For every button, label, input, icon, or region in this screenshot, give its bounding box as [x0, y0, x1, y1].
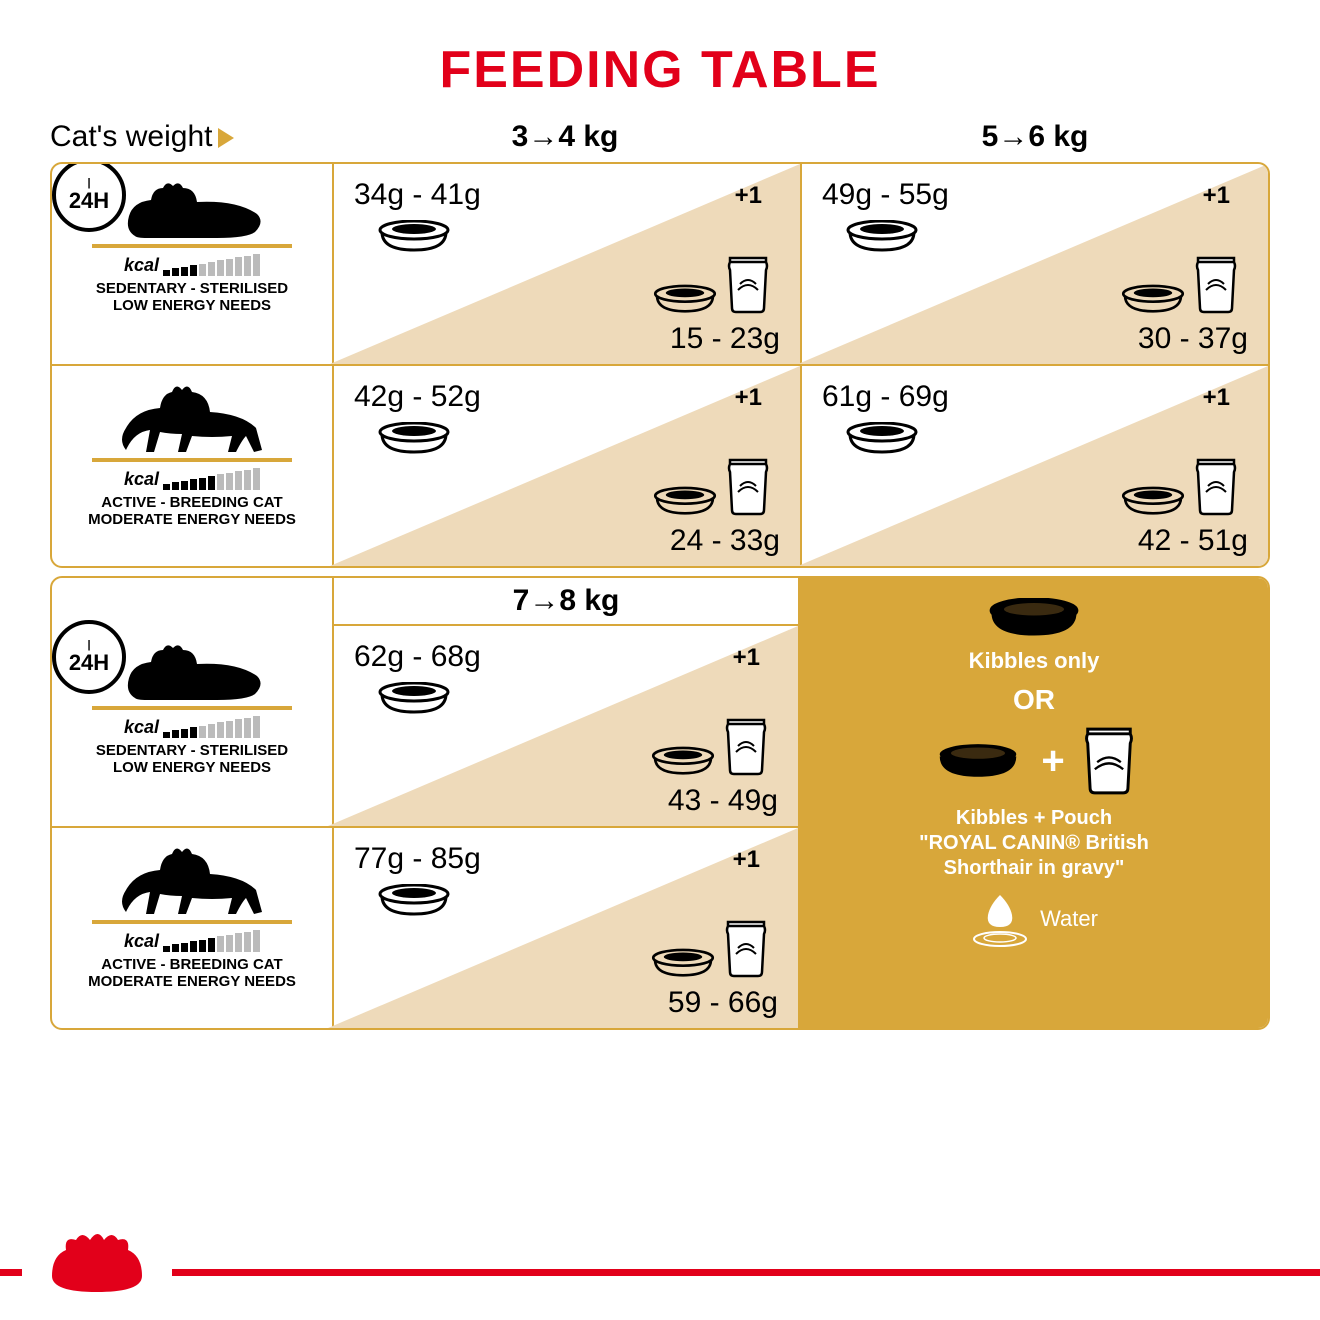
dry-amount: 62g - 68g [354, 640, 481, 674]
mix-amount: 43 - 49g [668, 784, 778, 818]
badge-24h-icon: |24H [52, 620, 126, 694]
energy-bars-icon [163, 716, 260, 738]
energy-caption-2: MODERATE ENERGY NEEDS [88, 973, 296, 990]
energy-bars-icon [163, 468, 260, 490]
cell-r2c1: 42g - 52g +1 24 - 33g [332, 366, 800, 566]
bowl-icon [842, 220, 922, 252]
section-bottom: 7→8 kg |24H kcal SEDENTARY - STERILISED [50, 576, 1270, 1030]
plus-one-label: +1 [733, 846, 760, 874]
plus-one-label: +1 [735, 384, 762, 412]
cat-walking-icon [92, 842, 292, 924]
energy-bars-icon [163, 930, 260, 952]
rowhead-sedentary: |24H kcal SEDENTARY - STERILISED LOW ENE… [52, 626, 332, 826]
bowl-pouch-icon [650, 256, 770, 314]
header-weight-label: Cat's weight [50, 120, 330, 154]
row-sedentary-1: |24H kcal SEDENTARY - STERILISED LOW ENE… [52, 164, 1268, 366]
cell-r4c1: 77g - 85g +1 59 - 66g [332, 828, 798, 1028]
row-active-1: kcal ACTIVE - BREEDING CAT MODERATE ENER… [52, 366, 1268, 566]
energy-caption-2: MODERATE ENERGY NEEDS [88, 511, 296, 528]
legend-panel: Kibbles only OR + Kibbles + Pouch"ROYAL … [798, 578, 1268, 1028]
header-col-1: 3→4 kg [330, 120, 800, 154]
cell-r3c1: 62g - 68g +1 43 - 49g [332, 626, 798, 826]
energy-caption-1: SEDENTARY - STERILISED [96, 742, 288, 759]
bowl-icon [374, 422, 454, 454]
dry-amount: 61g - 69g [822, 380, 949, 414]
bowl-pouch-icon [650, 458, 770, 516]
header-col-3: 7→8 kg [332, 578, 798, 626]
header-col-2: 5→6 kg [800, 120, 1270, 154]
legend-water: Water [970, 891, 1098, 947]
footer [0, 1200, 1320, 1320]
header-row: Cat's weight 3→4 kg 5→6 kg [50, 120, 1270, 154]
cell-r2c2: 61g - 69g +1 42 - 51g [800, 366, 1268, 566]
energy-caption-2: LOW ENERGY NEEDS [113, 297, 271, 314]
bowl-icon [374, 682, 454, 714]
legend-combo-label: Kibbles + Pouch"ROYAL CANIN® BritishShor… [919, 806, 1149, 881]
legend-kibbles-label: Kibbles only [969, 648, 1100, 674]
plus-one-label: +1 [1203, 182, 1230, 210]
mix-amount: 15 - 23g [670, 322, 780, 356]
footer-redbar [0, 1269, 1320, 1276]
mix-amount: 24 - 33g [670, 524, 780, 558]
kcal-label: kcal [124, 717, 159, 738]
bowl-pouch-icon [648, 920, 768, 978]
plus-one-label: +1 [735, 182, 762, 210]
dry-amount: 77g - 85g [354, 842, 481, 876]
plus-one-label: +1 [733, 644, 760, 672]
bowl-dark-icon [984, 598, 1084, 638]
energy-caption-1: SEDENTARY - STERILISED [96, 280, 288, 297]
cell-r1c1: 34g - 41g +1 15 - 23g [332, 164, 800, 364]
dry-amount: 49g - 55g [822, 178, 949, 212]
kcal-label: kcal [124, 469, 159, 490]
dry-amount: 42g - 52g [354, 380, 481, 414]
energy-caption-1: ACTIVE - BREEDING CAT [101, 956, 282, 973]
kcal-label: kcal [124, 255, 159, 276]
bowl-icon [842, 422, 922, 454]
feeding-table-title: FEEDING TABLE [50, 40, 1270, 100]
bowl-icon [374, 220, 454, 252]
rowhead-sedentary: |24H kcal SEDENTARY - STERILISED LOW ENE… [52, 164, 332, 364]
plus-icon: + [1041, 739, 1064, 784]
rowhead-active: kcal ACTIVE - BREEDING CAT MODERATE ENER… [52, 366, 332, 566]
brand-logo-icon [22, 1206, 172, 1316]
bowl-pouch-icon [1118, 256, 1238, 314]
arrow-right-icon [218, 128, 234, 148]
plus-one-label: +1 [1203, 384, 1230, 412]
bowl-dark-icon [933, 743, 1023, 779]
cat-walking-icon [92, 380, 292, 462]
mix-amount: 30 - 37g [1138, 322, 1248, 356]
pouch-icon [1083, 726, 1135, 796]
bowl-icon [374, 884, 454, 916]
bowl-pouch-icon [648, 718, 768, 776]
mix-amount: 59 - 66g [668, 986, 778, 1020]
section-top: |24H kcal SEDENTARY - STERILISED LOW ENE… [50, 162, 1270, 568]
energy-caption-2: LOW ENERGY NEEDS [113, 759, 271, 776]
energy-bars-icon [163, 254, 260, 276]
mix-amount: 42 - 51g [1138, 524, 1248, 558]
water-icon [970, 891, 1030, 947]
dry-amount: 34g - 41g [354, 178, 481, 212]
cell-r1c2: 49g - 55g +1 30 - 37g [800, 164, 1268, 364]
energy-caption-1: ACTIVE - BREEDING CAT [101, 494, 282, 511]
rowhead-active: kcal ACTIVE - BREEDING CAT MODERATE ENER… [52, 828, 332, 1028]
legend-or-label: OR [1013, 684, 1055, 716]
bowl-pouch-icon [1118, 458, 1238, 516]
kcal-label: kcal [124, 931, 159, 952]
